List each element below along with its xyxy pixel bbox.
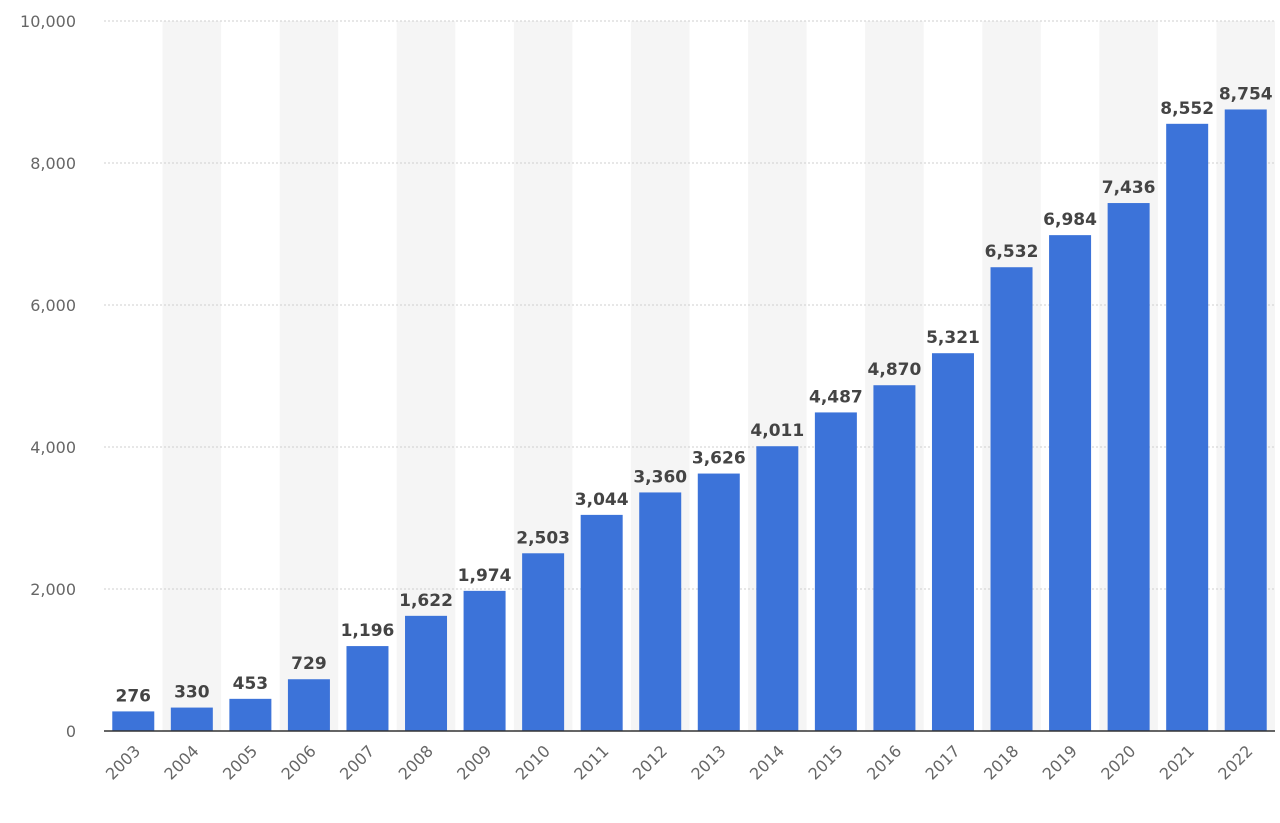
- x-tick-label: 2005: [219, 741, 261, 783]
- data-label: 3,626: [692, 449, 746, 469]
- x-tick-label: 2003: [102, 741, 144, 783]
- bar-2007: [346, 646, 389, 731]
- x-tick-label: 2019: [1039, 741, 1081, 783]
- y-tick-label: 6,000: [30, 296, 76, 315]
- x-tick-label: 2012: [629, 741, 671, 783]
- x-axis: 2003 2004 2005 2006 2007 2008 2009 2010 2011 2012…: [102, 741, 1257, 783]
- data-label: 3,044: [575, 490, 629, 510]
- bar-2010: [522, 553, 565, 731]
- data-labels: 276 330 453 729 1,1961,6221,9742,5033,0443,3…: [116, 84, 1273, 706]
- x-tick-label: 2013: [687, 741, 729, 783]
- x-tick-label: 2018: [980, 741, 1022, 783]
- data-label: 6,984: [1043, 210, 1097, 230]
- data-label: 3,360: [633, 467, 687, 487]
- data-label: 4,487: [809, 387, 863, 407]
- data-label: 4,870: [868, 360, 922, 380]
- data-label: 729: [291, 654, 327, 674]
- x-tick-label: 2007: [336, 741, 378, 783]
- x-tick-label: 2017: [922, 741, 964, 783]
- x-tick-label: 2008: [395, 741, 437, 783]
- data-label: 4,011: [750, 421, 804, 441]
- data-label: 8,754: [1219, 84, 1273, 104]
- x-tick-label: 2021: [1156, 741, 1198, 783]
- bar-2014: [756, 446, 799, 731]
- data-label: 276: [116, 686, 152, 706]
- data-label: 1,974: [458, 566, 512, 586]
- background-band: [279, 21, 339, 731]
- data-label: 453: [233, 674, 269, 694]
- x-tick-label: 2022: [1214, 741, 1256, 783]
- bar-2008: [405, 615, 448, 731]
- y-tick-label: 10,000: [20, 12, 76, 31]
- data-label: 2,503: [516, 528, 570, 548]
- bar-2017: [931, 353, 974, 731]
- bar-2013: [697, 473, 740, 731]
- bar-2012: [639, 492, 682, 731]
- y-axis: 0 2,000 4,000 6,000 8,000 10,000: [20, 12, 76, 741]
- bar-2009: [463, 590, 506, 731]
- x-tick-label: 2006: [278, 741, 320, 783]
- x-tick-label: 2010: [512, 741, 554, 783]
- y-tick-label: 0: [66, 722, 76, 741]
- bar-2022: [1224, 109, 1267, 731]
- data-label: 1,622: [399, 591, 453, 611]
- x-tick-label: 2014: [746, 741, 788, 783]
- bar-2011: [580, 514, 623, 731]
- bar-2020: [1107, 203, 1150, 731]
- x-tick-label: 2011: [570, 741, 612, 783]
- bar-2004: [170, 707, 213, 731]
- bar-2016: [873, 385, 916, 731]
- y-tick-label: 2,000: [30, 580, 76, 599]
- bar-2006: [287, 679, 330, 731]
- bar-2003: [112, 711, 155, 731]
- gridlines: [104, 20, 1275, 590]
- y-tick-label: 4,000: [30, 438, 76, 457]
- bar-2018: [990, 267, 1033, 731]
- data-label: 1,196: [341, 621, 395, 641]
- background-band: [162, 21, 222, 731]
- bar-2015: [814, 412, 857, 731]
- bar-2005: [229, 698, 272, 731]
- bar-2019: [1049, 235, 1092, 732]
- data-label: 8,552: [1160, 99, 1214, 119]
- data-label: 5,321: [926, 328, 980, 348]
- bars: [112, 109, 1267, 732]
- x-tick-label: 2004: [160, 741, 202, 783]
- bar-2021: [1166, 123, 1209, 732]
- x-tick-label: 2020: [1097, 741, 1139, 783]
- data-label: 7,436: [1102, 178, 1156, 198]
- x-tick-label: 2016: [863, 741, 905, 783]
- y-tick-label: 8,000: [30, 154, 76, 173]
- data-label: 330: [174, 683, 210, 703]
- data-label: 6,532: [985, 242, 1039, 262]
- x-tick-label: 2009: [453, 741, 495, 783]
- background-band: [396, 21, 456, 731]
- x-tick-label: 2015: [804, 741, 846, 783]
